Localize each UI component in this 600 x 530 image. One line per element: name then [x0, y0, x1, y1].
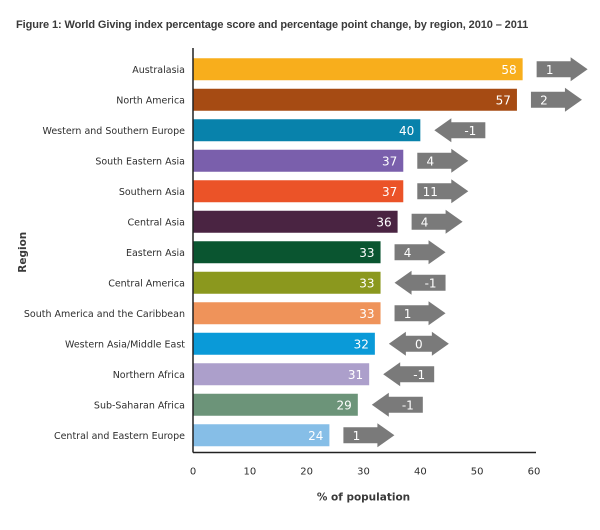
bar: [193, 393, 358, 416]
change-arrow: [388, 331, 449, 356]
x-ticks-layer: 0 10 20 30 40 50 60: [190, 467, 541, 478]
change-label: 4: [404, 246, 412, 260]
x-tick-label: 60: [528, 467, 541, 478]
change-label: 4: [421, 215, 429, 229]
x-axis-title: % of population: [317, 492, 410, 504]
change-label: 0: [415, 337, 423, 351]
x-tick-label: 30: [357, 467, 370, 478]
chart-title: Figure 1: World Giving index percentage …: [16, 19, 529, 31]
bar: [193, 149, 404, 172]
x-tick-label: 10: [243, 467, 256, 478]
value-label: 36: [376, 215, 391, 229]
bar: [193, 271, 381, 294]
x-tick-label: 0: [190, 467, 196, 478]
category-label: South Eastern Asia: [95, 156, 185, 167]
y-axis-title: Region: [17, 232, 29, 273]
change-arrow: [394, 240, 446, 265]
change-label: 11: [423, 185, 438, 199]
value-label: 29: [337, 398, 352, 412]
x-tick-label: 50: [471, 467, 484, 478]
value-label: 33: [359, 246, 374, 260]
change-arrow: [536, 57, 588, 82]
change-arrow: [530, 87, 582, 112]
change-label: 1: [404, 307, 412, 321]
change-label: 4: [426, 154, 434, 168]
value-label: 31: [348, 368, 363, 382]
value-label: 57: [496, 93, 511, 107]
change-arrow: [371, 392, 423, 417]
change-label: -1: [464, 124, 476, 138]
bar: [193, 302, 381, 325]
category-label: North America: [116, 95, 185, 106]
category-label: Western and Southern Europe: [42, 126, 185, 137]
change-label: 1: [546, 63, 554, 77]
change-arrow: [417, 148, 469, 173]
bar: [193, 88, 517, 111]
change-arrows-layer: 1 2 -1 4 11 4 4 -1 1 0 -1 -1 1: [343, 57, 588, 448]
category-label: Central America: [108, 278, 185, 289]
category-label: Eastern Asia: [126, 248, 185, 259]
change-arrow: [343, 423, 395, 448]
value-label: 24: [308, 429, 323, 443]
value-label: 32: [354, 337, 369, 351]
category-label: Western Asia/Middle East: [65, 339, 185, 350]
value-label: 37: [382, 185, 397, 199]
bar: [193, 119, 421, 142]
change-label: -1: [413, 368, 425, 382]
bar: [193, 241, 381, 264]
bar: [193, 424, 330, 447]
change-arrow: [383, 362, 435, 387]
x-tick-label: 20: [300, 467, 313, 478]
value-label: 33: [359, 307, 374, 321]
x-tick-label: 40: [414, 467, 427, 478]
bar: [193, 210, 398, 233]
change-arrow: [394, 270, 446, 295]
change-label: -1: [402, 398, 414, 412]
bar: [193, 58, 523, 81]
category-label: Sub-Saharan Africa: [94, 400, 185, 411]
value-label: 33: [359, 276, 374, 290]
bar: [193, 332, 375, 355]
category-labels-layer: Australasia North America Western and Sout…: [24, 65, 185, 442]
value-label: 40: [399, 124, 414, 138]
change-label: 1: [353, 429, 361, 443]
change-arrow: [417, 179, 469, 204]
change-arrow: [411, 209, 463, 234]
category-label: South America and the Caribbean: [24, 309, 185, 320]
category-label: Australasia: [132, 65, 185, 76]
change-arrow: [434, 118, 486, 143]
value-label: 58: [501, 63, 516, 77]
bar: [193, 363, 370, 386]
bar: [193, 180, 404, 203]
category-label: Central and Eastern Europe: [54, 431, 185, 442]
value-label: 37: [382, 154, 397, 168]
change-arrow: [394, 301, 446, 326]
change-label: -1: [425, 276, 437, 290]
category-label: Northern Africa: [113, 370, 185, 381]
category-label: Central Asia: [127, 217, 185, 228]
change-label: 2: [540, 93, 548, 107]
category-label: Southern Asia: [119, 187, 185, 198]
